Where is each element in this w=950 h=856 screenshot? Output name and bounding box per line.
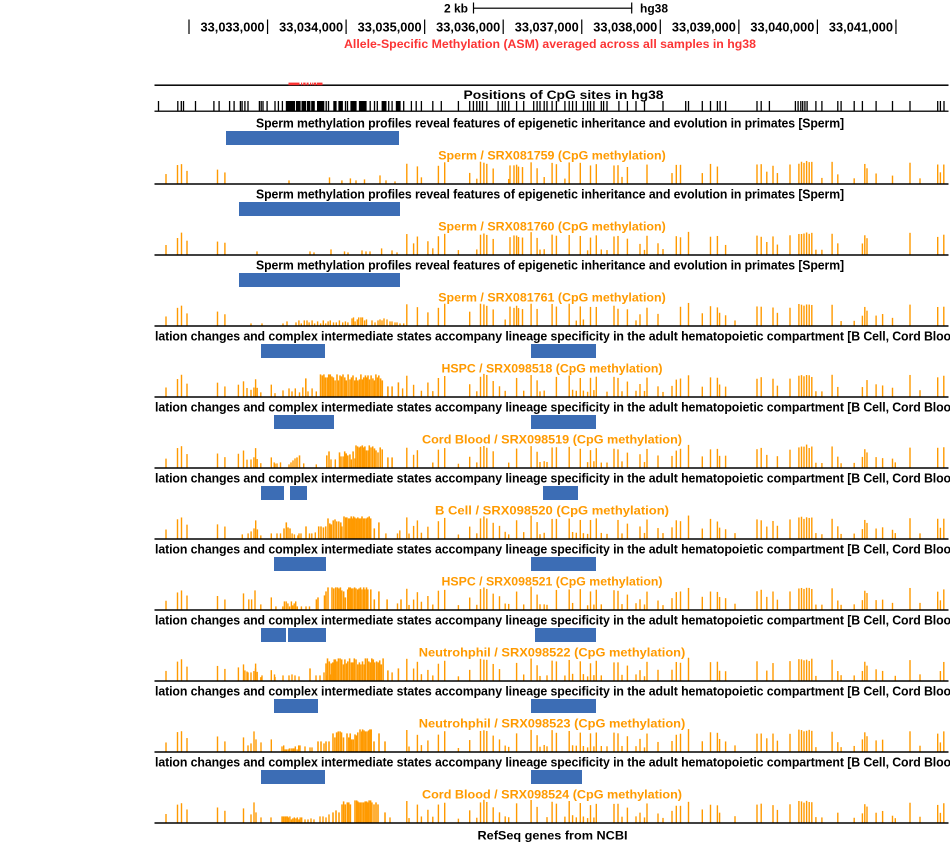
- svg-text:Sperm methylation profiles rev: Sperm methylation profiles reveal featur…: [256, 117, 844, 131]
- svg-text:Sperm methylation profiles rev: Sperm methylation profiles reveal featur…: [256, 259, 844, 273]
- svg-text:HSPC / SRX098521 (CpG methylat: HSPC / SRX098521 (CpG methylation): [442, 575, 663, 589]
- svg-text:HSPC / SRX098518 (CpG methylat: HSPC / SRX098518 (CpG methylation): [442, 362, 663, 376]
- svg-text:Sperm / SRX081759 (CpG methyla: Sperm / SRX081759 (CpG methylation): [438, 149, 666, 163]
- svg-text:33,033,000: 33,033,000: [201, 21, 265, 35]
- svg-text:lation changes and complex int: lation changes and complex intermediate …: [155, 401, 950, 415]
- svg-text:2 kb: 2 kb: [444, 2, 468, 16]
- svg-text:Sperm / SRX081760 (CpG methyla: Sperm / SRX081760 (CpG methylation): [438, 220, 666, 234]
- svg-text:Neutrohphil / SRX098523 (CpG m: Neutrohphil / SRX098523 (CpG methylation…: [419, 717, 686, 731]
- svg-text:33,034,000: 33,034,000: [279, 21, 343, 35]
- svg-text:33,040,000: 33,040,000: [750, 21, 814, 35]
- svg-text:lation changes and complex int: lation changes and complex intermediate …: [155, 614, 950, 628]
- svg-text:Neutrohphil / SRX098522 (CpG m: Neutrohphil / SRX098522 (CpG methylation…: [419, 646, 686, 660]
- svg-text:RefSeq genes from NCBI: RefSeq genes from NCBI: [478, 829, 628, 843]
- svg-text:33,041,000: 33,041,000: [829, 21, 893, 35]
- svg-text:Cord Blood / SRX098524 (CpG me: Cord Blood / SRX098524 (CpG methylation): [422, 788, 682, 802]
- svg-text:33,036,000: 33,036,000: [436, 21, 500, 35]
- svg-text:Sperm / SRX081761 (CpG methyla: Sperm / SRX081761 (CpG methylation): [438, 291, 666, 305]
- svg-text:33,039,000: 33,039,000: [672, 21, 736, 35]
- svg-text:Allele-Specific Methylation (A: Allele-Specific Methylation (ASM) averag…: [344, 39, 757, 51]
- svg-text:lation changes and complex int: lation changes and complex intermediate …: [155, 756, 950, 770]
- svg-text:33,038,000: 33,038,000: [593, 21, 657, 35]
- svg-text:lation changes and complex int: lation changes and complex intermediate …: [155, 472, 950, 486]
- svg-text:lation changes and complex int: lation changes and complex intermediate …: [155, 330, 950, 344]
- svg-text:33,035,000: 33,035,000: [358, 21, 422, 35]
- svg-text:Sperm methylation profiles rev: Sperm methylation profiles reveal featur…: [256, 188, 844, 202]
- svg-text:33,037,000: 33,037,000: [515, 21, 579, 35]
- svg-text:hg38: hg38: [640, 2, 668, 16]
- svg-text:Positions of CpG sites in hg38: Positions of CpG sites in hg38: [464, 88, 664, 102]
- svg-text:lation changes and complex int: lation changes and complex intermediate …: [155, 685, 950, 699]
- svg-text:B Cell / SRX098520 (CpG methyl: B Cell / SRX098520 (CpG methylation): [435, 504, 669, 518]
- svg-text:lation changes and complex int: lation changes and complex intermediate …: [155, 543, 950, 557]
- svg-text:Cord Blood / SRX098519 (CpG me: Cord Blood / SRX098519 (CpG methylation): [422, 433, 682, 447]
